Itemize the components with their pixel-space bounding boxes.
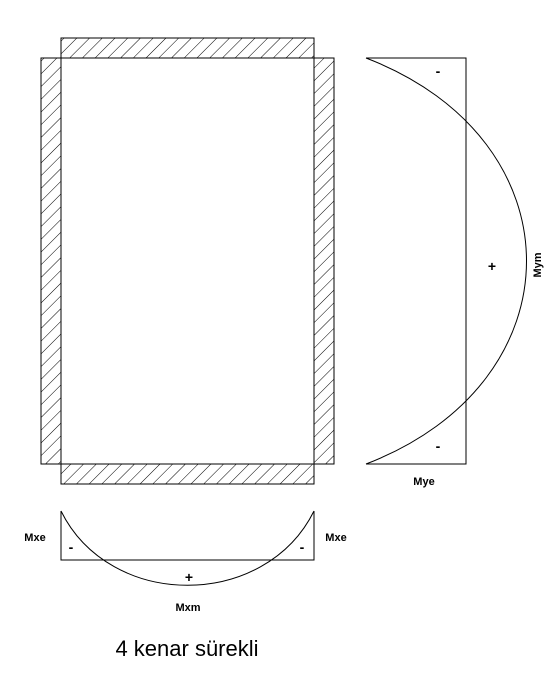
x-left-sign: - — [69, 539, 74, 555]
caption: 4 kenar sürekli — [115, 636, 258, 661]
right-support-wall — [313, 57, 335, 465]
y-moment-baseline — [366, 57, 467, 465]
mxm-label: Mxm — [175, 602, 200, 614]
y-top-sign: - — [436, 63, 441, 79]
x-moment-baseline — [60, 511, 315, 561]
bottom-support-wall — [60, 463, 315, 485]
x-middle-sign: + — [185, 569, 193, 585]
mxe-right-label: Mxe — [325, 532, 346, 544]
slab-panel — [60, 57, 315, 465]
x-right-sign: - — [300, 539, 305, 555]
mye-label: Mye — [413, 476, 434, 488]
mxe-left-label: Mxe — [24, 532, 45, 544]
x-moment-diagram: - + - Mxe Mxe Mxm — [24, 510, 347, 614]
top-support-wall — [60, 37, 315, 59]
left-support-wall — [40, 57, 62, 465]
mym-label: Mym — [532, 252, 544, 277]
y-moment-curve — [365, 57, 527, 465]
y-bottom-sign: - — [436, 438, 441, 454]
x-moment-curve — [60, 510, 315, 586]
y-moment-diagram: - + - Mye Mym — [365, 57, 544, 488]
slab-plan — [40, 37, 335, 485]
y-middle-sign: + — [488, 258, 496, 274]
